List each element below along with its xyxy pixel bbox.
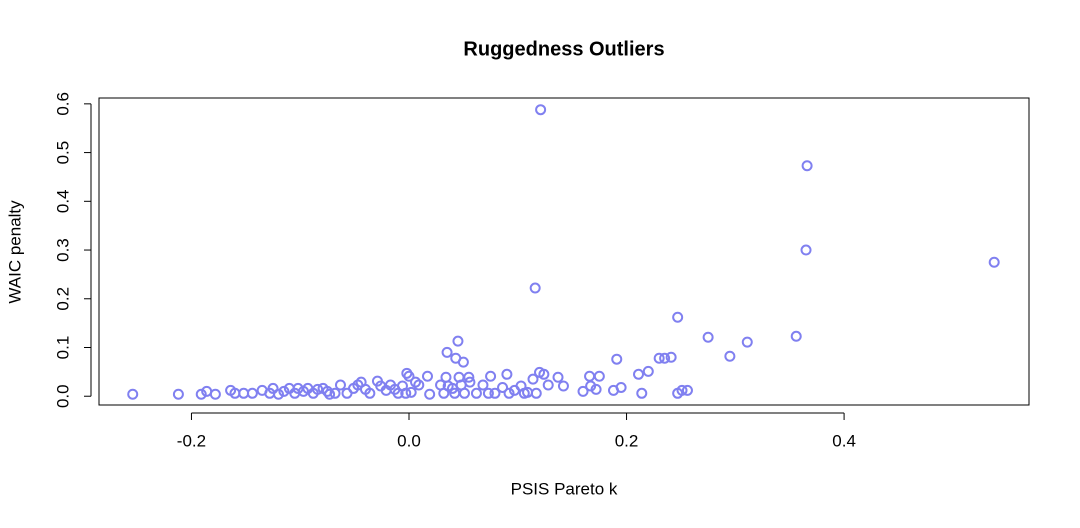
plot-frame (98, 97, 1030, 406)
point (246, 387, 258, 399)
point (400, 387, 412, 399)
y-axis-label: WAIC penalty (5, 200, 24, 304)
point (477, 379, 489, 391)
y-tick-label: 0.4 (53, 189, 72, 213)
point (424, 388, 436, 400)
point (676, 384, 688, 396)
point (452, 335, 464, 347)
x-tick-label: 0.2 (615, 431, 639, 450)
point (324, 388, 336, 400)
point (278, 385, 290, 397)
point (485, 370, 497, 382)
point (329, 387, 341, 399)
point (593, 370, 605, 382)
point (403, 370, 415, 382)
point (557, 380, 569, 392)
point (489, 387, 501, 399)
point (527, 373, 539, 385)
point (535, 104, 547, 116)
y-tick-label: 0.1 (53, 336, 72, 360)
point (584, 370, 596, 382)
x-tick-label: -0.2 (177, 431, 206, 450)
point (195, 388, 207, 400)
point (702, 331, 714, 343)
point (312, 383, 324, 395)
point (988, 256, 1000, 268)
point (552, 371, 564, 383)
point (615, 381, 627, 393)
chart-title: Ruggedness Outliers (463, 38, 664, 60)
point (542, 379, 554, 391)
point (497, 381, 509, 393)
point (653, 352, 665, 364)
point (659, 352, 671, 364)
point (238, 387, 250, 399)
point (801, 160, 813, 172)
point (334, 379, 346, 391)
x-axis-label: PSIS Pareto k (511, 479, 618, 498)
point (800, 244, 812, 256)
point (672, 311, 684, 323)
point (410, 376, 422, 388)
point (636, 387, 648, 399)
point (503, 387, 515, 399)
point (529, 282, 541, 294)
point (724, 350, 736, 362)
point (590, 383, 602, 395)
point (530, 387, 542, 399)
point (421, 370, 433, 382)
point (457, 356, 469, 368)
point (272, 388, 284, 400)
point (413, 379, 425, 391)
point (172, 388, 184, 400)
y-tick-label: 0.6 (53, 92, 72, 116)
point (633, 368, 645, 380)
point (665, 351, 677, 363)
y-tick-label: 0.5 (53, 141, 72, 165)
y-tick-label: 0.2 (53, 287, 72, 311)
point (611, 353, 623, 365)
point (464, 376, 476, 388)
point (209, 388, 221, 400)
point (458, 387, 470, 399)
point (405, 386, 417, 398)
point (364, 387, 376, 399)
y-tick-label: 0.0 (53, 384, 72, 408)
x-tick-label: 0.4 (832, 431, 856, 450)
point (585, 380, 597, 392)
point (482, 387, 494, 399)
point (538, 368, 550, 380)
point (441, 346, 453, 358)
point (577, 385, 589, 397)
point (267, 382, 279, 394)
y-tick-label: 0.3 (53, 238, 72, 262)
point (642, 365, 654, 377)
point (790, 330, 802, 342)
point (681, 384, 693, 396)
x-tick-label: 0.0 (397, 431, 421, 450)
point (501, 368, 513, 380)
point (741, 336, 753, 348)
point (127, 388, 139, 400)
point (470, 387, 482, 399)
